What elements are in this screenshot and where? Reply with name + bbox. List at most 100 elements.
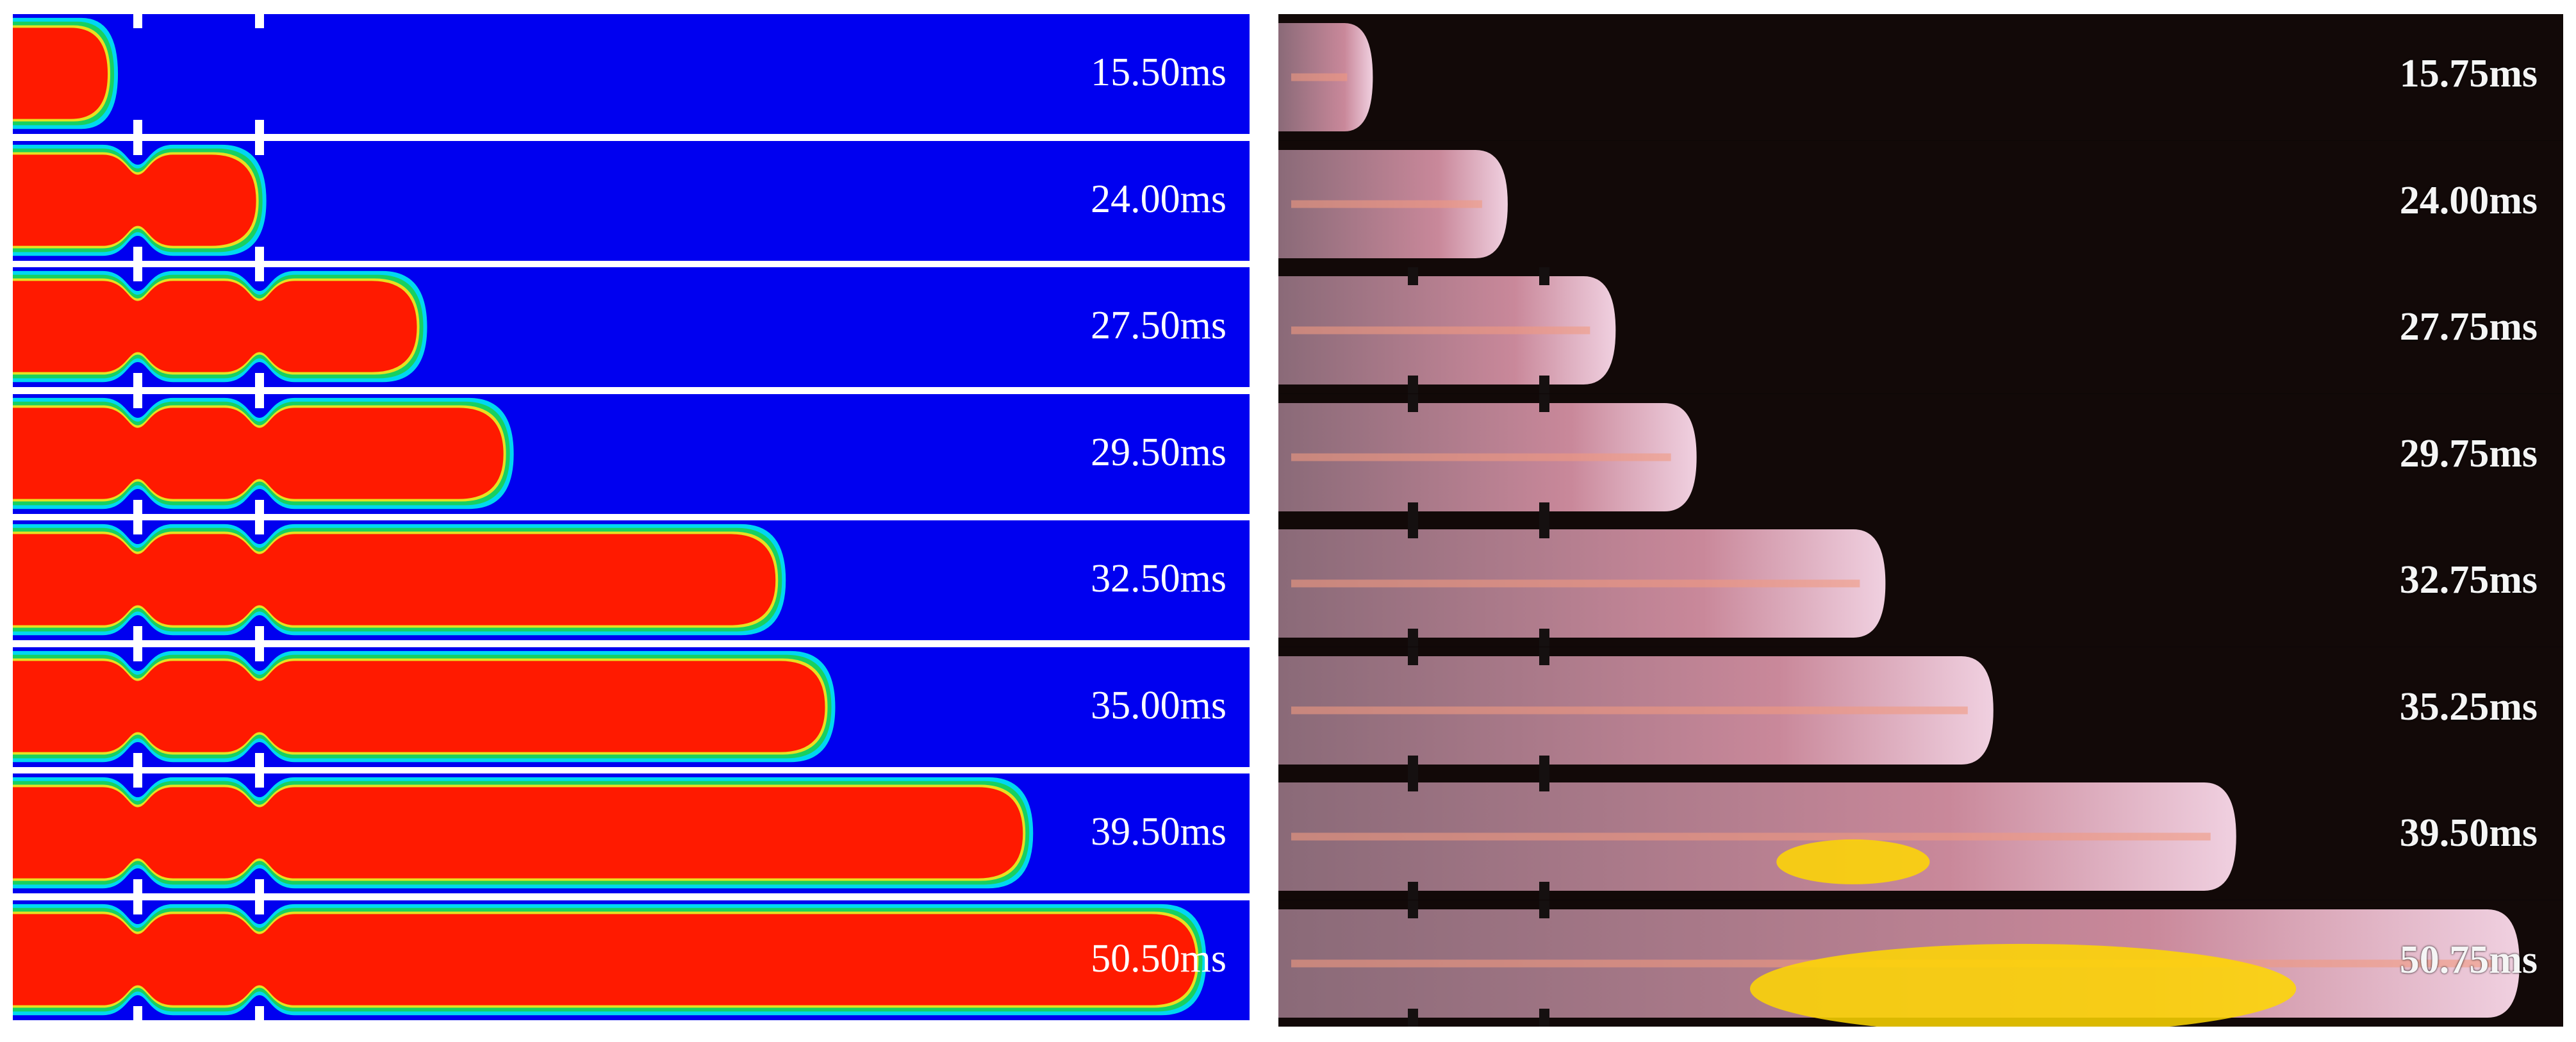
sim-frame: 15.50ms [13,14,1250,137]
photo-obstacle-top [1539,647,1549,665]
obstacle-bottom [133,246,142,261]
obstacle-top [255,393,264,408]
sim-time-label: 39.50ms [1091,810,1226,854]
obstacle-top [133,900,142,914]
obstacle-top [255,520,264,534]
sim-frame: 50.50ms [13,900,1250,1023]
obstacle-bottom [133,120,142,134]
sim-frame: 24.00ms [13,140,1250,264]
obstacle-bottom [133,373,142,387]
photo-time-label: 39.50ms [2399,811,2538,855]
photo-obstacle-top [1408,900,1418,918]
photo-obstacle-top [1539,773,1549,791]
sim-flame-shape [13,17,119,129]
obstacle-top [255,140,264,155]
photo-time-label: 29.75ms [2399,431,2538,476]
sim-flame-shape [13,144,267,256]
obstacle-bottom [133,752,142,767]
photo-obstacle-bottom [1539,376,1549,393]
photo-time-label: 32.75ms [2399,558,2538,602]
sim-frame: 27.50ms [13,267,1250,390]
photo-obstacle-bottom [1408,755,1418,773]
photo-frame: 15.75ms [1278,14,2563,140]
experiment-photo-panel: 15.75ms 24.00ms 27.75ms 29.75ms 32.75ms 35.25… [1278,14,2563,1027]
sim-frame: 32.50ms [13,520,1250,643]
obstacle-bottom [255,246,264,261]
photo-obstacle-bottom [1539,629,1549,647]
photo-flame-shape [1278,782,2236,891]
photo-frame: 39.50ms [1278,773,2563,900]
obstacle-top [133,140,142,155]
obstacle-top [133,393,142,408]
photo-frame: 50.75ms [1278,900,2563,1027]
sim-time-label: 27.50ms [1091,304,1226,347]
photo-obstacle-top [1539,900,1549,918]
photo-obstacle-top [1539,267,1549,285]
photo-obstacle-bottom [1408,882,1418,900]
photo-frame: 32.75ms [1278,520,2563,647]
photo-time-label: 27.75ms [2399,305,2538,349]
obstacle-top [255,900,264,914]
obstacle-bottom [133,1005,142,1020]
sim-flame-shape [13,777,1034,889]
photo-frame: 27.75ms [1278,267,2563,393]
sim-flame-shape [13,397,514,509]
sim-flame-shape [13,904,1207,1015]
photo-obstacle-top [1408,520,1418,538]
photo-time-label: 24.00ms [2399,178,2538,222]
sim-time-label: 15.50ms [1091,51,1226,94]
obstacle-bottom [255,879,264,893]
obstacle-top [133,647,142,661]
photo-flame-shape [1278,909,2520,1027]
photo-obstacle-top [1408,773,1418,791]
photo-flame-shape [1278,529,1886,638]
photo-obstacle-bottom [1539,502,1549,520]
photo-obstacle-top [1539,393,1549,412]
photo-obstacle-bottom [1539,755,1549,773]
obstacle-top [133,520,142,534]
obstacle-top [255,267,264,281]
photo-obstacle-top [1408,393,1418,412]
photo-obstacle-bottom [1408,376,1418,393]
obstacle-bottom [255,1005,264,1020]
photo-frame: 24.00ms [1278,140,2563,267]
sim-frame: 39.50ms [13,773,1250,897]
photo-obstacle-top [1539,520,1549,538]
simulation-panel: 15.50ms 24.00ms 27.50ms 29.50ms 32.50ms 35.00… [13,14,1250,1027]
photo-obstacle-top [1408,267,1418,285]
photo-flame-shape [1278,149,1508,258]
obstacle-top [255,14,264,28]
photo-obstacle-bottom [1539,882,1549,900]
obstacle-bottom [255,752,264,767]
photo-flame-shape [1278,23,1373,131]
sim-flame-shape [13,524,786,636]
obstacle-top [255,773,264,788]
obstacle-bottom [255,626,264,640]
photo-time-label: 50.75ms [2399,938,2538,982]
obstacle-top [133,773,142,788]
sim-time-label: 29.50ms [1091,430,1226,474]
photo-obstacle-top [1408,647,1418,665]
photo-flame-shape [1278,402,1697,511]
sim-frame: 35.00ms [13,647,1250,770]
obstacle-bottom [133,879,142,893]
photo-frame: 29.75ms [1278,393,2563,520]
photo-flame-shape [1278,656,1994,765]
sim-flame-shape [13,650,836,762]
photo-flame-shape [1278,276,1616,385]
photo-frame: 35.25ms [1278,647,2563,773]
obstacle-bottom [255,120,264,134]
sim-frame: 29.50ms [13,393,1250,517]
obstacle-top [133,267,142,281]
photo-time-label: 35.25ms [2399,684,2538,729]
obstacle-top [255,647,264,661]
sim-time-label: 50.50ms [1091,936,1226,980]
obstacle-bottom [255,373,264,387]
obstacle-top [133,14,142,28]
photo-obstacle-bottom [1408,1008,1418,1027]
obstacle-bottom [255,499,264,514]
obstacle-bottom [133,499,142,514]
sim-time-label: 35.00ms [1091,683,1226,727]
sim-flame-shape [13,270,427,383]
sim-time-label: 24.00ms [1091,177,1226,221]
